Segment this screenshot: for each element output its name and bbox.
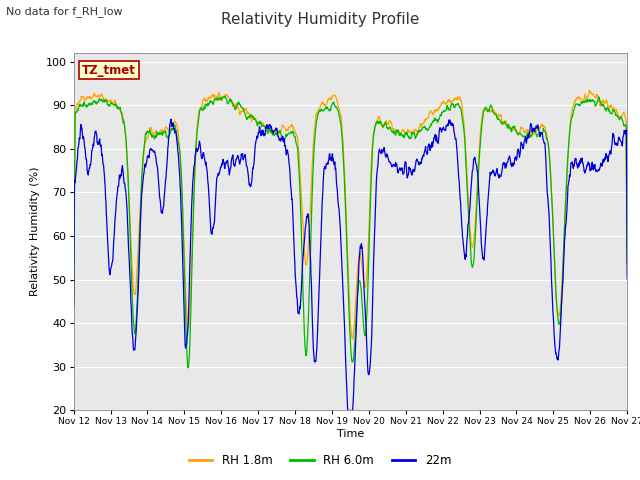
Y-axis label: Relativity Humidity (%): Relativity Humidity (%) xyxy=(30,167,40,296)
Text: TZ_tmet: TZ_tmet xyxy=(82,63,136,76)
Text: Relativity Humidity Profile: Relativity Humidity Profile xyxy=(221,12,419,27)
Text: No data for f_RH_low: No data for f_RH_low xyxy=(6,6,123,17)
X-axis label: Time: Time xyxy=(337,429,364,439)
Legend: RH 1.8m, RH 6.0m, 22m: RH 1.8m, RH 6.0m, 22m xyxy=(184,449,456,472)
